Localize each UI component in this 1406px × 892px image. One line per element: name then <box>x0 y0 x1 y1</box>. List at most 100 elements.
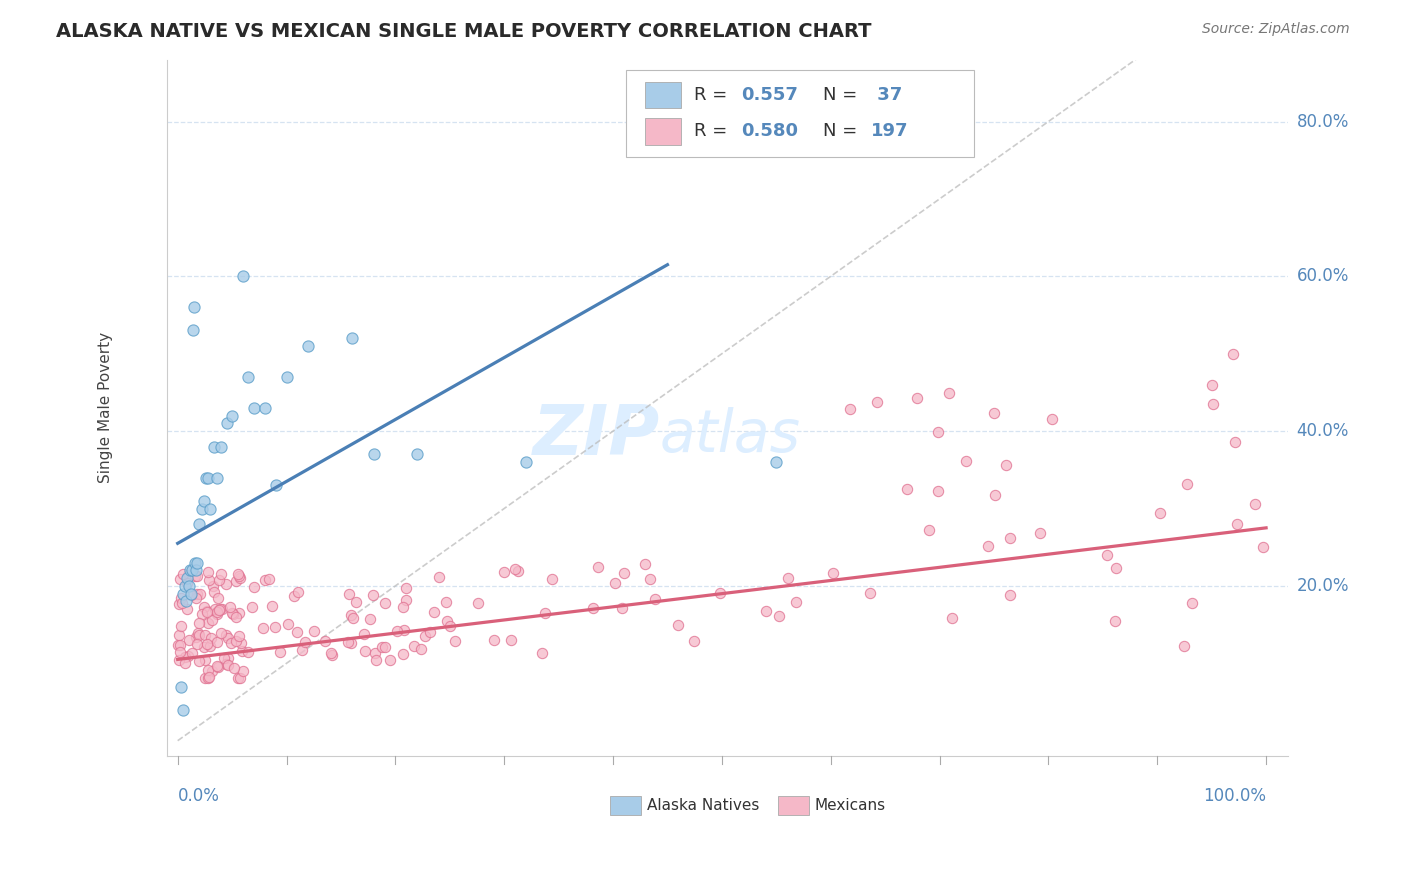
Point <box>166 638 188 652</box>
Point <box>180 563 202 577</box>
Point <box>321 648 343 663</box>
Point <box>228 606 250 620</box>
Text: Mexicans: Mexicans <box>814 798 886 814</box>
Point <box>253 401 276 415</box>
Point <box>955 454 977 468</box>
Point <box>205 659 228 673</box>
Point <box>287 584 309 599</box>
Point <box>238 370 260 384</box>
Point <box>177 579 200 593</box>
Point <box>276 617 298 632</box>
Point <box>195 637 218 651</box>
Point <box>201 613 224 627</box>
Point <box>228 569 250 583</box>
Point <box>226 672 249 686</box>
Point <box>361 588 384 602</box>
Point <box>183 300 205 314</box>
Text: 20.0%: 20.0% <box>1296 577 1350 595</box>
Point <box>378 653 401 667</box>
Point <box>187 654 209 668</box>
Point <box>1201 377 1223 392</box>
Point <box>610 600 633 615</box>
Point <box>439 619 461 633</box>
FancyBboxPatch shape <box>627 70 974 157</box>
Point <box>253 573 276 587</box>
Point <box>186 563 208 577</box>
Point <box>297 339 319 353</box>
Point <box>436 614 458 628</box>
Point <box>533 607 555 621</box>
Point <box>217 658 239 673</box>
Text: 37: 37 <box>870 87 903 104</box>
Point <box>225 609 247 624</box>
Point <box>198 640 221 654</box>
Point <box>169 645 191 659</box>
Text: 0.0%: 0.0% <box>177 787 219 805</box>
Point <box>174 649 197 664</box>
Text: Single Male Poverty: Single Male Poverty <box>97 333 112 483</box>
Point <box>395 593 418 607</box>
Point <box>467 596 489 610</box>
Point <box>193 493 215 508</box>
Point <box>222 661 245 675</box>
Point <box>294 634 316 648</box>
Point <box>302 624 325 638</box>
Point <box>353 626 375 640</box>
Point <box>186 637 208 651</box>
Point <box>209 626 232 640</box>
Point <box>709 586 731 600</box>
Text: Alaska Natives: Alaska Natives <box>647 798 759 814</box>
Point <box>1181 596 1204 610</box>
Point <box>229 635 252 649</box>
Point <box>169 653 191 667</box>
Point <box>866 394 889 409</box>
Text: 60.0%: 60.0% <box>1296 268 1348 285</box>
Point <box>482 633 505 648</box>
Point <box>225 574 247 589</box>
Point <box>167 628 190 642</box>
Text: ALASKA NATIVE VS MEXICAN SINGLE MALE POVERTY CORRELATION CHART: ALASKA NATIVE VS MEXICAN SINGLE MALE POV… <box>56 22 872 41</box>
Point <box>211 601 233 615</box>
Point <box>515 455 537 469</box>
Point <box>366 653 388 667</box>
Point <box>755 604 778 618</box>
Point <box>262 599 284 614</box>
Point <box>214 657 236 672</box>
Point <box>207 591 229 606</box>
Text: 40.0%: 40.0% <box>1296 422 1348 440</box>
Point <box>180 587 202 601</box>
Point <box>765 455 787 469</box>
Point <box>176 575 198 590</box>
Point <box>181 324 204 338</box>
Point <box>215 628 238 642</box>
Point <box>195 604 218 618</box>
Point <box>228 630 250 644</box>
Point <box>406 447 429 461</box>
Point <box>927 483 949 498</box>
Point <box>360 612 382 626</box>
Point <box>172 703 194 717</box>
Point <box>918 524 941 538</box>
Point <box>186 630 208 644</box>
Point <box>176 602 198 616</box>
Point <box>209 440 232 454</box>
Point <box>197 565 219 579</box>
Point <box>938 385 960 400</box>
Point <box>541 572 564 586</box>
Point <box>374 595 396 609</box>
Point <box>179 563 201 577</box>
Point <box>395 582 418 596</box>
Point <box>207 607 229 622</box>
Point <box>205 605 228 619</box>
Point <box>188 516 211 531</box>
Point <box>1244 498 1267 512</box>
Point <box>208 603 231 617</box>
Text: 0.557: 0.557 <box>741 87 797 104</box>
Point <box>197 616 219 631</box>
FancyBboxPatch shape <box>645 82 682 108</box>
Point <box>202 440 225 454</box>
Text: 80.0%: 80.0% <box>1296 112 1348 130</box>
Point <box>240 599 263 614</box>
Point <box>215 417 238 431</box>
Point <box>983 406 1005 420</box>
